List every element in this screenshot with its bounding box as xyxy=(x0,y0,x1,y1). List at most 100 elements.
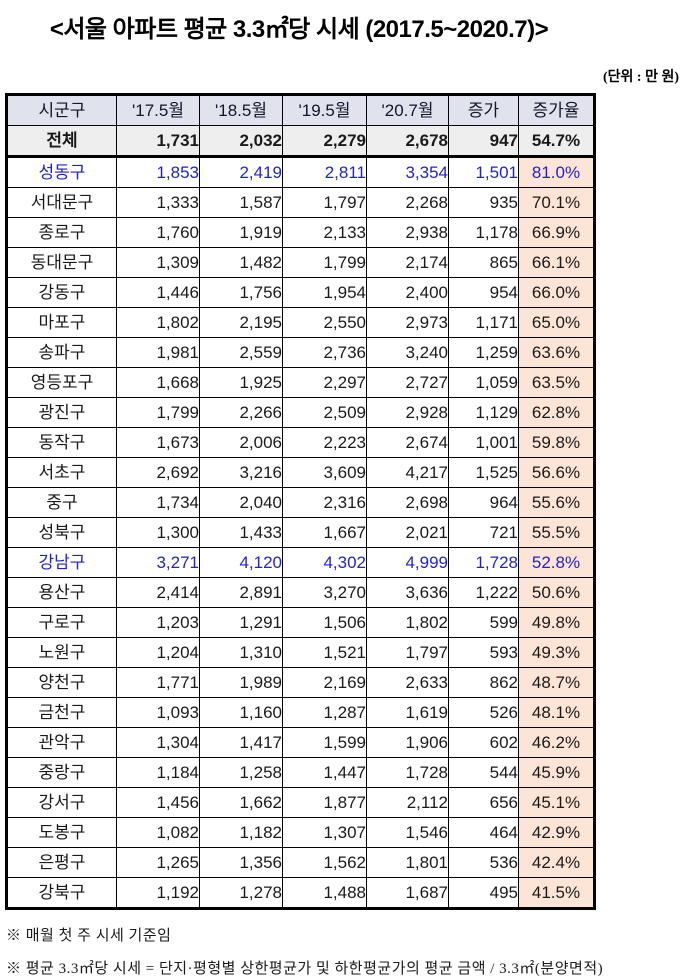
price-value-cell: 2,559 xyxy=(199,337,283,368)
district-name-cell: 서대문구 xyxy=(6,187,117,218)
growth-rate-cell: 56.6% xyxy=(518,457,595,488)
district-name-cell: 중랑구 xyxy=(6,757,117,788)
price-value-cell: 2,678 xyxy=(366,125,449,158)
district-row: 강북구 1,192 1,278 1,488 1,687 495 41.5% xyxy=(6,877,595,909)
price-value-cell: 2,021 xyxy=(366,517,449,548)
district-row: 동대문구 1,309 1,482 1,799 2,174 865 66.1% xyxy=(6,247,595,278)
price-value-cell: 1,667 xyxy=(282,517,367,548)
price-value-cell: 721 xyxy=(448,517,519,548)
district-row: 서초구 2,692 3,216 3,609 4,217 1,525 56.6% xyxy=(6,457,595,488)
price-value-cell: 1,093 xyxy=(116,697,200,728)
district-name-cell: 서초구 xyxy=(6,457,117,488)
price-value-cell: 2,174 xyxy=(366,247,449,278)
district-row: 광진구 1,799 2,266 2,509 2,928 1,129 62.8% xyxy=(6,397,595,428)
district-row: 종로구 1,760 1,919 2,133 2,938 1,178 66.9% xyxy=(6,217,595,248)
price-value-cell: 1,178 xyxy=(448,217,519,248)
price-value-cell: 1,307 xyxy=(282,817,367,848)
price-value-cell: 2,811 xyxy=(282,156,367,188)
price-value-cell: 599 xyxy=(448,607,519,638)
price-value-cell: 2,040 xyxy=(199,487,283,518)
price-value-cell: 656 xyxy=(448,787,519,818)
price-value-cell: 1,728 xyxy=(366,757,449,788)
district-name-cell: 강남구 xyxy=(6,547,117,578)
growth-rate-cell: 66.9% xyxy=(518,217,595,248)
price-value-cell: 1,802 xyxy=(366,607,449,638)
price-value-cell: 1,417 xyxy=(199,727,283,758)
price-value-cell: 2,133 xyxy=(282,217,367,248)
price-value-cell: 1,799 xyxy=(116,397,200,428)
price-value-cell: 1,954 xyxy=(282,277,367,308)
price-value-cell: 1,160 xyxy=(199,697,283,728)
price-value-cell: 1,184 xyxy=(116,757,200,788)
price-value-cell: 1,802 xyxy=(116,307,200,338)
district-name-cell: 관악구 xyxy=(6,727,117,758)
growth-rate-cell: 55.5% xyxy=(518,517,595,548)
price-value-cell: 2,938 xyxy=(366,217,449,248)
footnote-formula: ※ 평균 3.3㎡당 시세 = 단지·평형별 상한평균가 및 하한평균가의 평균… xyxy=(6,961,604,977)
price-value-cell: 1,456 xyxy=(116,787,200,818)
price-value-cell: 2,973 xyxy=(366,307,449,338)
price-value-cell: 1,333 xyxy=(116,187,200,218)
growth-rate-cell: 66.1% xyxy=(518,247,595,278)
price-value-cell: 1,521 xyxy=(282,637,367,668)
district-row: 양천구 1,771 1,989 2,169 2,633 862 48.7% xyxy=(6,667,595,698)
price-value-cell: 1,182 xyxy=(199,817,283,848)
price-value-cell: 935 xyxy=(448,187,519,218)
price-value-cell: 1,925 xyxy=(199,367,283,398)
price-value-cell: 2,928 xyxy=(366,397,449,428)
price-value-cell: 536 xyxy=(448,847,519,878)
district-row: 동작구 1,673 2,006 2,223 2,674 1,001 59.8% xyxy=(6,427,595,458)
price-value-cell: 1,673 xyxy=(116,427,200,458)
price-value-cell: 1,989 xyxy=(199,667,283,698)
growth-rate-cell: 70.1% xyxy=(518,187,595,218)
district-name-cell: 송파구 xyxy=(6,337,117,368)
growth-rate-cell: 42.9% xyxy=(518,817,595,848)
district-row: 강서구 1,456 1,662 1,877 2,112 656 45.1% xyxy=(6,787,595,818)
growth-rate-cell: 41.5% xyxy=(518,877,595,909)
price-value-cell: 3,240 xyxy=(366,337,449,368)
price-value-cell: 1,433 xyxy=(199,517,283,548)
district-name-cell: 중구 xyxy=(6,487,117,518)
price-value-cell: 2,414 xyxy=(116,577,200,608)
column-header: '18.5월 xyxy=(199,94,283,126)
footnotes: ※ 매월 첫 주 시세 기준임 ※ 평균 3.3㎡당 시세 = 단지·평형별 상… xyxy=(6,924,685,978)
price-value-cell: 1,304 xyxy=(116,727,200,758)
district-name-cell: 성북구 xyxy=(6,517,117,548)
price-value-cell: 2,268 xyxy=(366,187,449,218)
total-row: 전체 1,731 2,032 2,279 2,678 947 54.7% xyxy=(6,125,595,158)
price-value-cell: 1,731 xyxy=(116,125,200,158)
price-value-cell: 1,310 xyxy=(199,637,283,668)
growth-rate-cell: 66.0% xyxy=(518,277,595,308)
growth-rate-cell: 45.9% xyxy=(518,757,595,788)
price-value-cell: 4,302 xyxy=(282,547,367,578)
price-value-cell: 1,734 xyxy=(116,487,200,518)
price-value-cell: 2,633 xyxy=(366,667,449,698)
price-value-cell: 964 xyxy=(448,487,519,518)
district-row: 성북구 1,300 1,433 1,667 2,021 721 55.5% xyxy=(6,517,595,548)
growth-rate-cell: 45.1% xyxy=(518,787,595,818)
price-value-cell: 1,771 xyxy=(116,667,200,698)
price-value-cell: 1,525 xyxy=(448,457,519,488)
district-row: 관악구 1,304 1,417 1,599 1,906 602 46.2% xyxy=(6,727,595,758)
price-value-cell: 1,562 xyxy=(282,847,367,878)
price-value-cell: 1,082 xyxy=(116,817,200,848)
price-value-cell: 1,203 xyxy=(116,607,200,638)
district-row: 구로구 1,203 1,291 1,506 1,802 599 49.8% xyxy=(6,607,595,638)
district-row: 마포구 1,802 2,195 2,550 2,973 1,171 65.0% xyxy=(6,307,595,338)
price-value-cell: 2,550 xyxy=(282,307,367,338)
growth-rate-cell: 42.4% xyxy=(518,847,595,878)
price-value-cell: 526 xyxy=(448,697,519,728)
district-name-cell: 동대문구 xyxy=(6,247,117,278)
price-value-cell: 1,981 xyxy=(116,337,200,368)
district-row: 용산구 2,414 2,891 3,270 3,636 1,222 50.6% xyxy=(6,577,595,608)
price-value-cell: 1,488 xyxy=(282,877,367,909)
price-value-cell: 1,356 xyxy=(199,847,283,878)
district-row: 강동구 1,446 1,756 1,954 2,400 954 66.0% xyxy=(6,277,595,308)
district-name-cell: 구로구 xyxy=(6,607,117,638)
price-value-cell: 1,919 xyxy=(199,217,283,248)
price-value-cell: 1,482 xyxy=(199,247,283,278)
district-row: 강남구 3,271 4,120 4,302 4,999 1,728 52.8% xyxy=(6,547,595,578)
growth-rate-cell: 54.7% xyxy=(518,125,595,158)
price-value-cell: 495 xyxy=(448,877,519,909)
price-value-cell: 1,546 xyxy=(366,817,449,848)
